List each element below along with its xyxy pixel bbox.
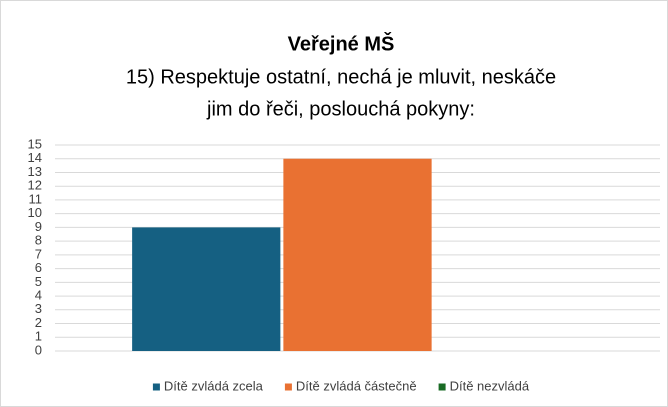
chart-title: Veřejné MŠ — [288, 31, 395, 55]
y-tick-label: 15 — [28, 136, 42, 151]
y-tick-label: 9 — [35, 219, 42, 234]
y-tick-label: 0 — [35, 342, 42, 357]
chart-subtitle: jim do řeči, poslouchá pokyny: — [206, 98, 475, 120]
legend-swatch — [438, 383, 446, 391]
y-tick-label: 3 — [35, 301, 42, 316]
y-tick-label: 6 — [35, 260, 42, 275]
y-tick-label: 11 — [29, 191, 43, 206]
legend-swatch — [152, 383, 160, 391]
legend-label: Dítě zvládá částečně — [296, 378, 417, 393]
y-tick-label: 8 — [35, 233, 42, 248]
y-tick-label: 5 — [35, 274, 42, 289]
legend-swatch — [284, 383, 292, 391]
legend-label: Dítě nezvládá — [450, 378, 530, 393]
y-tick-label: 14 — [28, 150, 42, 165]
chart-subtitle: 15) Respektuje ostatní, nechá je mluvit,… — [126, 66, 556, 88]
legend-label: Dítě zvládá zcela — [164, 378, 264, 393]
y-tick-label: 13 — [28, 164, 42, 179]
bar — [283, 158, 432, 351]
y-tick-label: 10 — [28, 205, 42, 220]
y-tick-label: 12 — [28, 178, 42, 193]
bar — [132, 227, 281, 351]
y-tick-label: 4 — [35, 288, 42, 303]
y-tick-label: 7 — [35, 246, 42, 261]
y-tick-label: 2 — [35, 315, 42, 330]
y-tick-label: 1 — [35, 329, 42, 344]
